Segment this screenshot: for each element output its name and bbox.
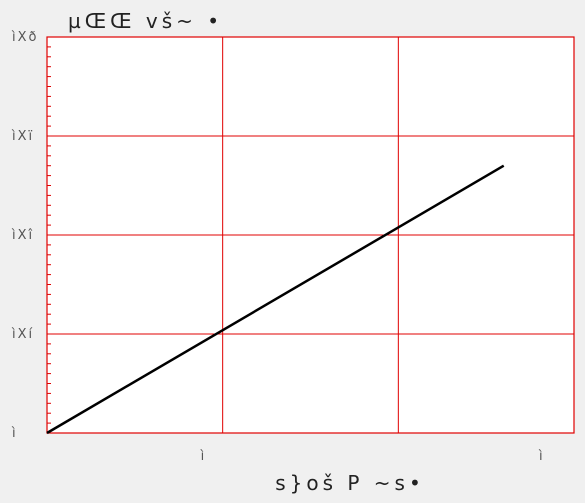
series-line: [46, 164, 505, 435]
x-axis-label: s}oš P ~s•: [275, 471, 425, 495]
y-tick-label: ì: [11, 426, 18, 441]
y-tick-label: ìXî: [11, 228, 34, 243]
grid-lines: [47, 37, 574, 433]
y-tick-label: ìXí: [11, 327, 34, 342]
y-tick-label: ìXï: [11, 129, 34, 144]
y-tick-label: ìXð: [11, 30, 38, 45]
y-tick-labels: ì ìXí ìXî ìXï ìXð: [11, 30, 38, 441]
x-tick-label: ì: [200, 449, 207, 464]
chart-title: µŒŒ vš~ •: [68, 9, 223, 33]
minor-ticks: [47, 46, 51, 424]
series-layer: [46, 164, 505, 435]
plot-frame: [46, 36, 575, 434]
x-tick-label: ì: [538, 449, 545, 464]
